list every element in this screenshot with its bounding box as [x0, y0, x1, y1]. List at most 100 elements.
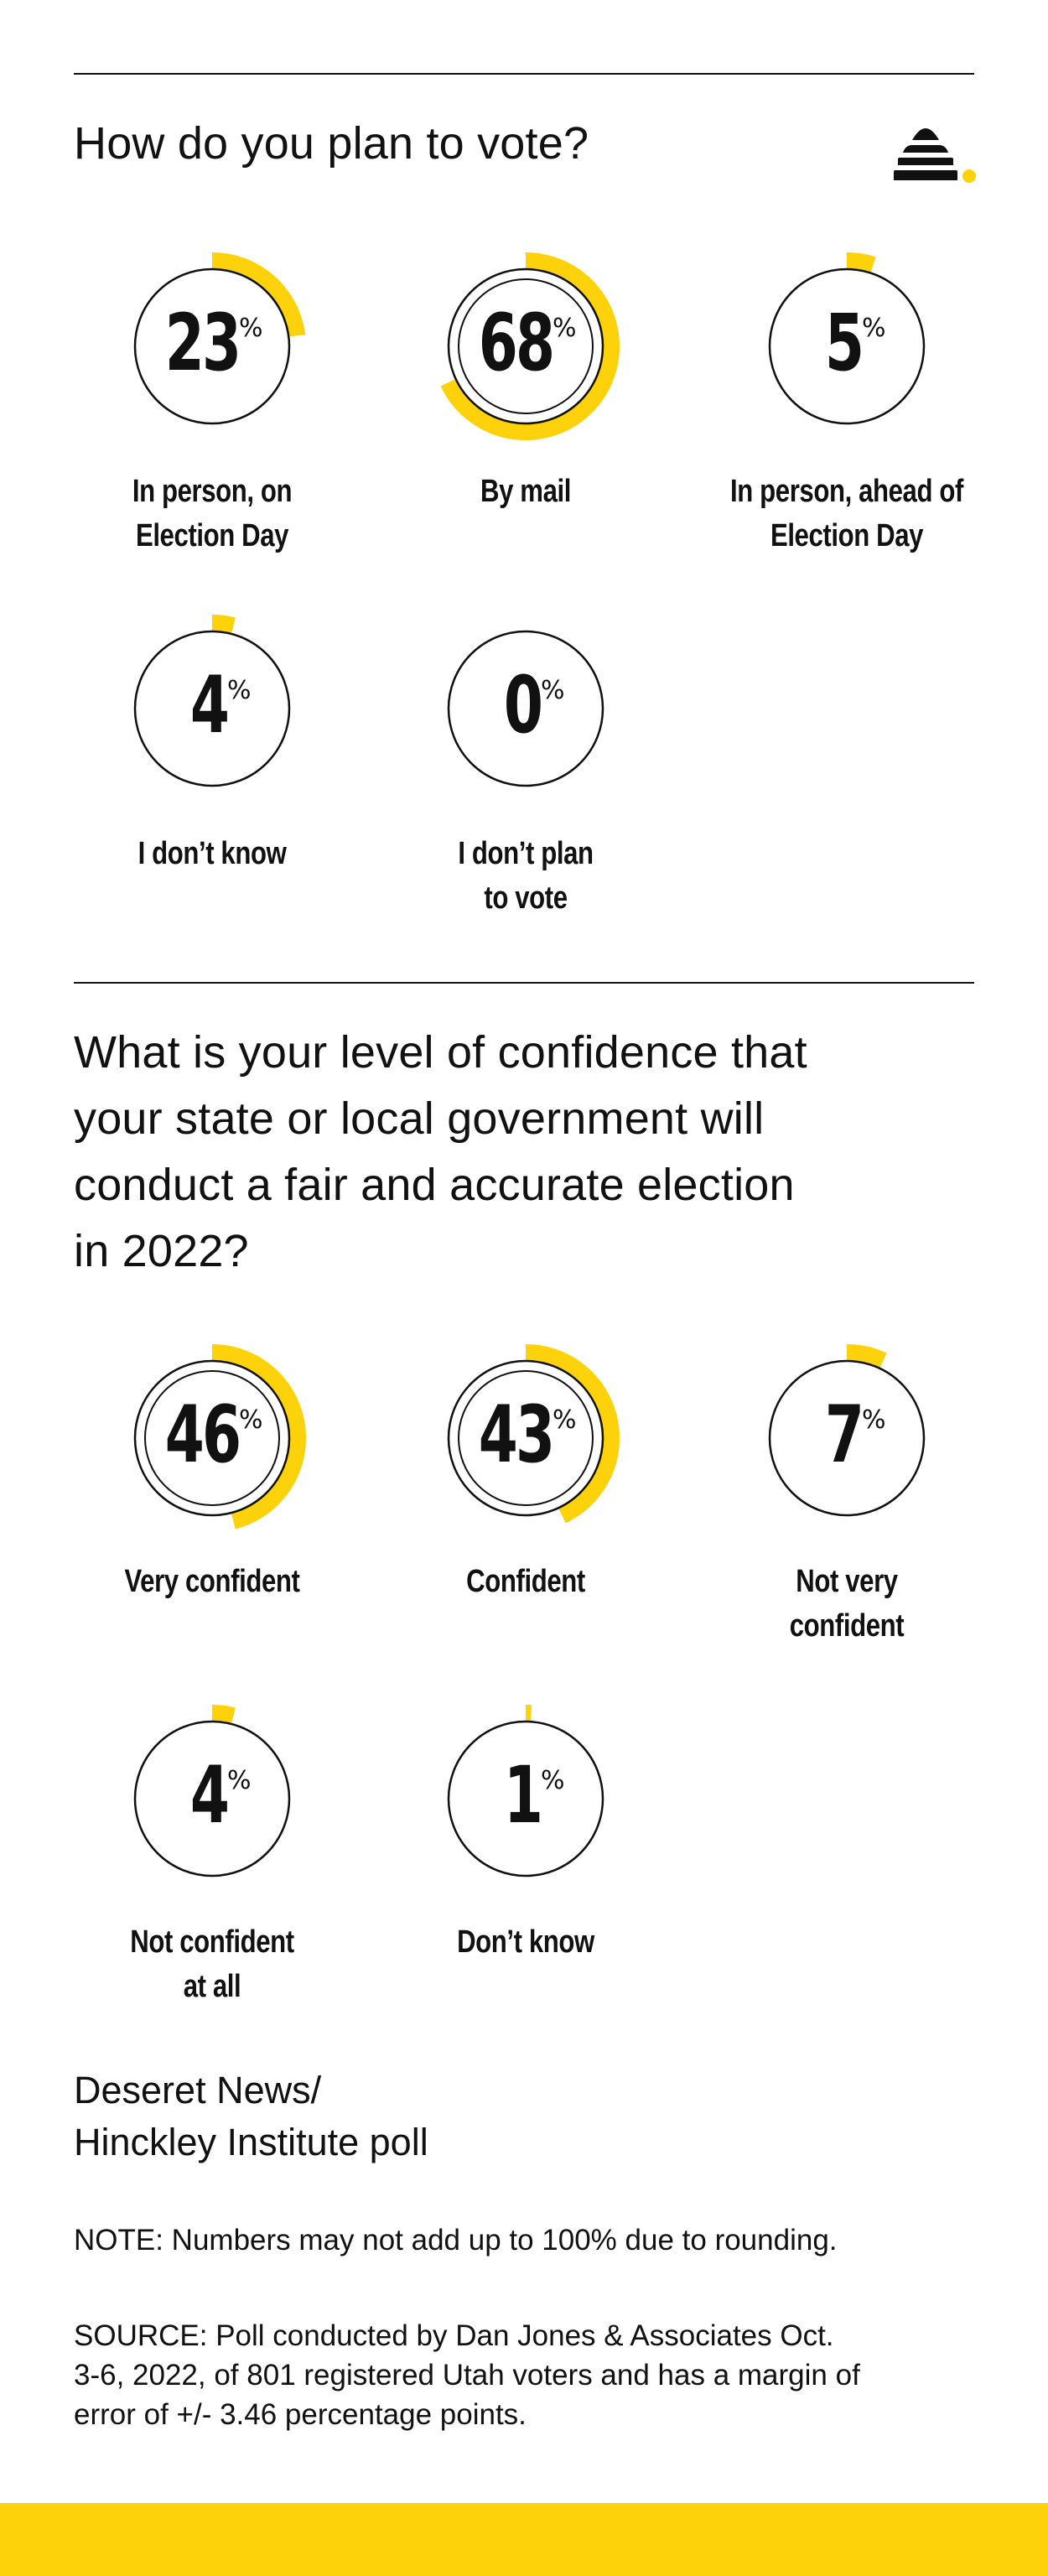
category-label: I don’t plan to vote: [395, 832, 656, 921]
donut-outline: [133, 1720, 291, 1877]
category-label: In person, on Election Day: [81, 470, 343, 558]
chart-title-line: in 2022?: [74, 1226, 249, 1276]
donut-value-label: 7: [825, 1389, 862, 1481]
donut-outline: [447, 1720, 604, 1877]
middle-divider: [74, 982, 974, 984]
category-label-line: Don’t know: [457, 1924, 594, 1960]
percent-sign: %: [862, 314, 886, 343]
source-note: SOURCE: Poll conducted by Dan Jones & As…: [74, 2316, 979, 2434]
donut-item: 4%: [103, 1690, 321, 1908]
percent-sign: %: [227, 676, 252, 705]
donut-value-label: 0: [504, 660, 542, 751]
donut-item: 1%: [417, 1690, 635, 1908]
source-note-line: 3-6, 2022, of 801 registered Utah voters…: [74, 2359, 860, 2392]
donut-item: 5%: [738, 237, 956, 455]
donut-ring: 0%: [447, 630, 604, 787]
donut-item: 0%: [417, 600, 635, 818]
source-title-line: Deseret News/: [74, 2069, 322, 2111]
chart-title-line: your state or local government will: [74, 1093, 765, 1144]
category-label-line: In person, on: [132, 474, 293, 509]
percent-sign: %: [553, 314, 577, 343]
source-note-line: SOURCE: Poll conducted by Dan Jones & As…: [74, 2319, 834, 2352]
donut-item: 23%: [103, 237, 321, 455]
donut-ring: 68%: [432, 252, 620, 440]
donut-outline: [768, 1359, 926, 1517]
category-label: Not confident at all: [81, 1920, 343, 2009]
chart-title-line: What is your level of confidence that: [74, 1027, 807, 1078]
donut-ring: 4%: [118, 1705, 306, 1893]
donut-value-arc: [118, 1705, 306, 1893]
category-label-line: Election Day: [770, 518, 924, 553]
donut-value-label: 4: [190, 660, 228, 751]
donut-ring: 7%: [753, 1344, 941, 1532]
donut-value-arc: [753, 1344, 941, 1532]
donut-value-label: 4: [190, 1750, 228, 1841]
donut-ring: 1%: [432, 1705, 620, 1893]
category-label: By mail: [395, 470, 656, 514]
category-label-line: Confident: [466, 1564, 585, 1599]
donut-value-label: 5: [825, 298, 862, 389]
donut-outline: [133, 267, 291, 425]
donut-value-label: 68: [479, 298, 553, 389]
category-label-line: at all: [183, 1969, 241, 2004]
donut-value-arc: [432, 1344, 620, 1532]
category-label-line: By mail: [480, 474, 571, 509]
donut-outline: [447, 267, 604, 425]
donut-ring: 23%: [118, 252, 306, 440]
donut-value-arc: [118, 252, 306, 440]
source-note-line: error of +/- 3.46 percentage points.: [74, 2398, 527, 2431]
donut-outline: [447, 1359, 604, 1517]
percent-sign: %: [239, 1405, 263, 1435]
donut-value-arc: [432, 1705, 620, 1893]
category-label-line: Not very: [796, 1564, 898, 1599]
category-label: Not very confident: [716, 1560, 978, 1649]
donut-outline: [768, 267, 926, 425]
donut-value-arc: [118, 615, 306, 802]
donut-item: 7%: [738, 1329, 956, 1547]
percent-sign: %: [862, 1405, 886, 1435]
donut-value-label: 1: [504, 1750, 541, 1841]
category-label-line: In person, ahead of: [730, 474, 963, 509]
donut-inner-outline: [144, 1370, 280, 1506]
donut-item: 46%: [103, 1329, 321, 1547]
category-label-line: I don’t know: [137, 836, 287, 871]
category-label: Don’t know: [395, 1920, 656, 1965]
donut-ring: 5%: [753, 252, 941, 440]
percent-sign: %: [239, 314, 263, 343]
category-label-line: confident: [789, 1608, 905, 1644]
category-label-line: Very confident: [124, 1564, 300, 1599]
top-divider: [74, 73, 974, 75]
donut-ring: 4%: [118, 615, 306, 802]
donut-value-label: 23: [165, 298, 239, 389]
beehive-icon: [887, 120, 979, 191]
source-title-line: Hinckley Institute poll: [74, 2121, 428, 2163]
percent-sign: %: [541, 676, 565, 705]
category-label-line: Election Day: [135, 518, 289, 553]
category-label: In person, ahead of Election Day: [716, 470, 978, 558]
percent-sign: %: [227, 1766, 252, 1795]
donut-item: 43%: [417, 1329, 635, 1547]
donut-value-arc: [753, 252, 941, 440]
donut-value-label: 43: [479, 1389, 553, 1481]
donut-outline: [133, 1359, 291, 1517]
donut-outline: [447, 630, 604, 787]
donut-outline: [133, 630, 291, 787]
source-title: Deseret News/ Hinckley Institute poll: [74, 2064, 428, 2168]
donut-ring: 46%: [118, 1344, 306, 1532]
category-label: Confident: [395, 1560, 656, 1604]
percent-sign: %: [541, 1766, 565, 1795]
category-label: I don’t know: [81, 832, 343, 876]
donut-value-arc: [432, 252, 620, 440]
percent-sign: %: [553, 1405, 577, 1435]
category-label: Very confident: [81, 1560, 343, 1604]
chart-title-confidence: What is your level of confidence that yo…: [74, 1020, 807, 1285]
chart-title-line: conduct a fair and accurate election: [74, 1160, 795, 1210]
category-label-line: I don’t plan: [458, 836, 594, 871]
rounding-note: NOTE: Numbers may not add up to 100% due…: [74, 2224, 838, 2257]
category-label-line: Not confident: [130, 1924, 294, 1960]
donut-item: 4%: [103, 600, 321, 818]
chart-title-vote-plan: How do you plan to vote?: [74, 118, 589, 169]
category-label-line: to vote: [484, 880, 568, 916]
donut-item: 68%: [417, 237, 635, 455]
footer-accent-bar: [0, 2503, 1048, 2576]
